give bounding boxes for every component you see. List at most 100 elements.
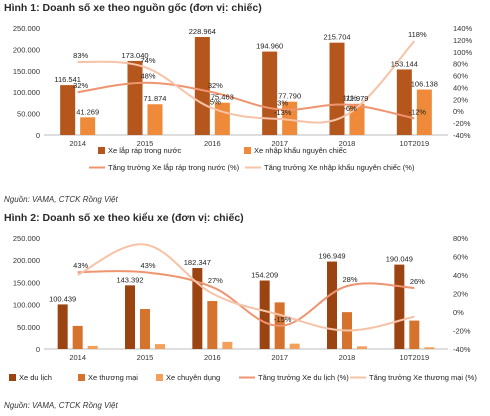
chart1-ytick-right: 100% (453, 48, 473, 57)
chart1-legend-swatch (98, 147, 105, 154)
chart2-bar-data-label: 190.049 (386, 255, 413, 264)
chart1-bar-data-label: 71.874 (144, 94, 167, 103)
chart2-ytick-right: 0% (453, 308, 464, 317)
chart1-line-data-label: 5% (210, 97, 221, 106)
chart2-bar-2 (72, 325, 83, 349)
chart1-bar-data-label: 173.040 (121, 51, 148, 60)
chart1-ytick-left: 0 (36, 131, 40, 140)
chart1-xtick: 2014 (69, 139, 86, 148)
chart2-ytick-right: 60% (453, 253, 468, 262)
chart1-bar-1 (329, 42, 345, 135)
chart2-ytick-left: 250.000 (13, 234, 40, 243)
chart1-ytick-right: 0% (453, 107, 464, 116)
chart1-bar-2 (80, 117, 96, 135)
chart2-ytick-right: 20% (453, 290, 468, 299)
chart1-bar-data-label: 77.790 (278, 92, 301, 101)
chart1-legend-swatch (244, 147, 251, 154)
chart2-line-data-label: -15% (274, 315, 292, 324)
chart2-bar-data-label: 143.392 (116, 275, 143, 284)
chart2-svg: 0 50.000 100.000 150.000 200.000 250.000 -40% -… (9, 234, 477, 382)
chart2-legend-label: Xe thương mại (88, 373, 138, 382)
chart2-xtick: 2015 (137, 353, 154, 362)
chart1-ytick-left: 150.000 (13, 67, 40, 76)
chart2-line-data-label: 27% (208, 276, 223, 285)
chart2-xtick: 2017 (271, 353, 288, 362)
chart1-bar-data-label: 72.979 (346, 94, 369, 103)
chart2-bar-3 (87, 345, 98, 349)
chart1-line-data-label: -12% (409, 107, 427, 116)
chart1-title: Hình 1: Doanh số xe theo nguồn gốc (đơn … (4, 2, 262, 14)
chart1-line-data-label: 32% (73, 81, 88, 90)
chart2-ytick-left: 50.000 (17, 323, 40, 332)
chart1-legend-label: Tăng trưởng Xe lắp ráp trong nước (%) (108, 163, 240, 172)
chart2-line-data-label: 28% (342, 275, 357, 284)
chart1-line-data-label: 118% (408, 30, 427, 39)
chart2-ytick-right: -20% (453, 327, 471, 336)
chart1-bar-data-label: 228.964 (189, 27, 216, 36)
chart2-ytick-right: 80% (453, 234, 468, 243)
chart1-xtick: 2018 (339, 139, 356, 148)
chart2-bar-3 (424, 347, 435, 349)
chart2-bar-3 (289, 343, 300, 349)
chart1-xtick: 2017 (271, 139, 288, 148)
chart1-bar-data-label: 106.138 (411, 80, 438, 89)
chart1-ytick-left: 100.000 (13, 88, 40, 97)
chart1-bar-data-label: 116.541 (54, 75, 81, 84)
chart2-line-data-label: 26% (410, 277, 425, 286)
chart2-bar-data-label: 182.347 (184, 258, 211, 267)
chart2-title: Hình 2: Doanh số xe theo kiểu xe (đơn vị… (4, 212, 244, 224)
chart1-ytick-right: 140% (453, 24, 473, 33)
chart1-xtick: 2016 (204, 139, 221, 148)
chart1-line-data-label: -13% (274, 108, 292, 117)
chart1-line-data-label: 3% (277, 98, 288, 107)
chart1-xtick: 2015 (137, 139, 154, 148)
chart2-bar-1 (57, 304, 68, 349)
chart1-bar-data-label: 215.704 (323, 33, 350, 42)
chart2-legend-swatch (78, 374, 85, 381)
chart1-legend-label: Xe lắp ráp trong nước (108, 146, 182, 155)
chart2-legend-label: Xe chuyên dụng (166, 373, 220, 382)
chart1-line-data-label: 48% (140, 72, 155, 81)
chart2-xtick: 10T2019 (400, 353, 430, 362)
chart1-bar-2 (147, 104, 163, 135)
chart2-bar-3 (222, 341, 233, 349)
chart2-xtick: 2018 (339, 353, 356, 362)
chart2-bar-1 (394, 264, 405, 349)
chart1-ytick-left: 50.000 (17, 110, 40, 119)
chart2-legend-swatch (9, 374, 16, 381)
chart1-bar-1 (262, 51, 278, 135)
chart1-bar-1 (194, 37, 210, 135)
chart1-bar-data-label: 41.269 (76, 107, 99, 116)
chart1-line-data-label: -6% (343, 104, 357, 113)
chart1-line-data-label: 74% (140, 56, 155, 65)
chart1-ytick-right: 40% (453, 83, 468, 92)
chart1-legend-label: Xe nhập khẩu nguyên chiếc (254, 146, 347, 155)
chart1-ytick-right: 80% (453, 60, 468, 69)
chart1-ytick-right: 60% (453, 72, 468, 81)
chart2-bar-data-label: 154.209 (251, 271, 278, 280)
chart1-xtick: 10T2019 (400, 139, 430, 148)
chart1-line-1 (77, 81, 415, 120)
chart2-bar-3 (357, 346, 367, 349)
chart2-ytick-left: 150.000 (13, 278, 40, 287)
chart1-source: Nguồn: VAMA, CTCK Rồng Việt (4, 195, 118, 204)
chart2-line-data-label: 43% (73, 261, 88, 270)
chart2-legend-label: Tăng trưởng Xe du lịch (%) (258, 373, 349, 382)
chart2-legend-swatch (156, 374, 163, 381)
chart1-ytick-right: -20% (453, 119, 471, 128)
chart1-legend-label: Tăng trưởng Xe nhập khẩu nguyên chiếc (%… (264, 163, 415, 172)
chart2-bar-data-label: 100.439 (49, 294, 76, 303)
chart1-bar-1 (396, 69, 412, 135)
chart2-legend-label: Xe du lịch (19, 373, 52, 382)
chart1-ytick-left: 250.000 (13, 24, 40, 33)
chart2-ytick-left: 200.000 (13, 256, 40, 265)
chart2-bar-1 (192, 268, 203, 349)
chart1-ytick-right: -40% (453, 131, 471, 140)
chart1-bar-2 (214, 102, 230, 135)
chart1-svg: 0 50.000 100.000 150.000 200.000 250.000 -40% -… (13, 24, 473, 172)
chart2-xtick: 2014 (69, 353, 86, 362)
chart1-ytick-left: 200.000 (13, 45, 40, 54)
chart2-xtick: 2016 (204, 353, 221, 362)
chart1-line-2 (77, 40, 416, 124)
chart2-bar-2 (207, 301, 218, 349)
